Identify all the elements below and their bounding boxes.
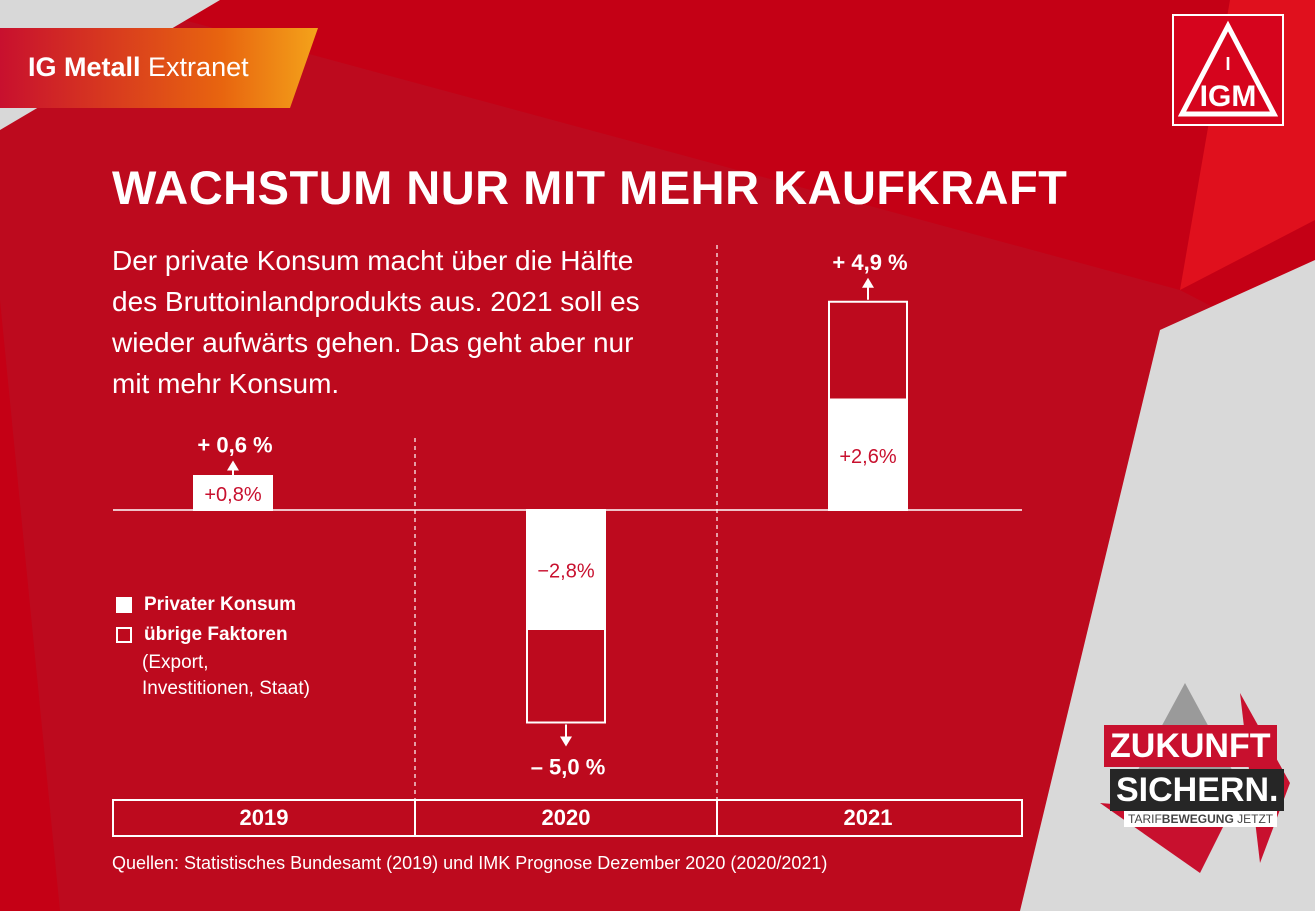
campaign-logo: ZUKUNFT SICHERN. TARIFBEWEGUNG JETZT <box>1090 683 1290 873</box>
legend-swatch-hollow <box>116 627 132 643</box>
bar-label-private: +0,8% <box>204 484 261 506</box>
bar-label-total: – 5,0 % <box>531 755 606 780</box>
category-label: 2019 <box>240 805 289 830</box>
legend-swatch-filled <box>116 597 132 613</box>
legend-item-other: übrige Faktoren <box>116 620 312 650</box>
source-note: Quellen: Statistisches Bundesamt (2019) … <box>112 853 828 873</box>
header-badge <box>0 28 318 108</box>
legend-label-other: übrige Faktoren <box>144 624 288 645</box>
bar-label-private: +2,6% <box>839 446 896 468</box>
campaign-sub-end: JETZT <box>1237 812 1274 826</box>
campaign-line-1: ZUKUNFT <box>1104 725 1277 767</box>
legend: Privater Konsum übrige Faktoren (Export,… <box>116 590 312 702</box>
bar-private-consumption <box>526 509 606 630</box>
campaign-line-2: SICHERN. <box>1110 769 1285 811</box>
legend-note: (Export, Investitionen, Staat) <box>142 652 310 699</box>
logo-triangle-icon: I IGM <box>1177 20 1279 117</box>
brand-label: IG Metall Extranet <box>28 52 249 83</box>
ig-metall-logo: I IGM <box>1172 14 1284 126</box>
total-arrow-head <box>227 460 239 471</box>
campaign-sub-light: TARIF <box>1128 812 1162 826</box>
bar-label-total: + 4,9 % <box>832 250 907 275</box>
legend-label-private: Privater Konsum <box>144 594 297 615</box>
category-label: 2020 <box>542 805 591 830</box>
campaign-subline: TARIFBEWEGUNG JETZT <box>1124 811 1278 827</box>
logo-letter-i: I <box>1225 54 1230 74</box>
category-axis-box <box>112 799 1023 837</box>
brand-bold: IG Metall <box>28 52 141 82</box>
intro-text: Der private Konsum macht über die Hälfte… <box>112 245 640 399</box>
bar-label-private: −2,8% <box>537 561 594 583</box>
category-label: 2021 <box>844 805 893 830</box>
bar-private-consumption <box>828 398 908 511</box>
total-arrow-head <box>560 736 572 747</box>
page-title: WACHSTUM NUR MIT MEHR KAUFKRAFT <box>112 161 1068 214</box>
brand-light: Extranet <box>148 52 249 82</box>
legend-item-private: Privater Konsum <box>116 590 312 620</box>
campaign-sub-bold: BEWEGUNG <box>1161 812 1234 826</box>
bar-label-total: + 0,6 % <box>197 433 272 458</box>
logo-letters: IGM <box>1200 80 1257 113</box>
total-arrow-head <box>862 277 874 288</box>
